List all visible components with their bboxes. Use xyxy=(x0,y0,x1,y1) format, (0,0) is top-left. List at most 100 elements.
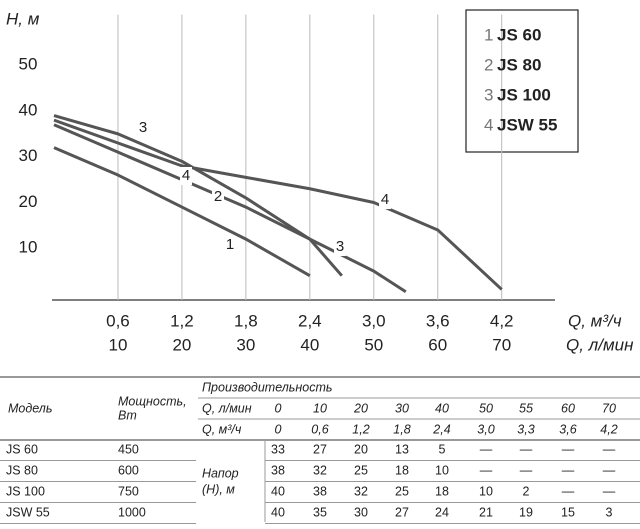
table-cell: 21 xyxy=(479,505,493,519)
table-cell: 750 xyxy=(118,484,139,498)
table-cell: 0,6 xyxy=(311,422,328,436)
table-cell: 2,4 xyxy=(432,422,450,436)
table-cell: 40 xyxy=(271,505,285,519)
curve-label-bg xyxy=(180,167,192,185)
table-cell: 55 xyxy=(519,401,533,415)
y-tick-label: 30 xyxy=(19,146,38,165)
table-cell: 15 xyxy=(561,505,575,519)
table-cell: 18 xyxy=(435,484,449,498)
curve-label: 3 xyxy=(336,238,344,255)
legend-number: 2 xyxy=(484,55,493,74)
table-cell: 3,0 xyxy=(477,422,494,436)
x2-tick-label: 10 xyxy=(108,335,127,354)
curve-label-bg xyxy=(224,236,236,254)
table-cell: — xyxy=(480,463,493,477)
table-cell: 4,2 xyxy=(600,422,617,436)
table-cell: — xyxy=(520,463,533,477)
table-cell: Напор xyxy=(202,466,239,480)
x-axis-label: Q, м³/ч xyxy=(568,311,622,330)
table-cell: 27 xyxy=(395,505,409,519)
x2-tick-label: 50 xyxy=(364,335,383,354)
table-cell: 1,8 xyxy=(393,422,410,436)
legend-label: JS 60 xyxy=(497,25,541,44)
curve-label: 4 xyxy=(381,191,389,208)
table-cell: 3,3 xyxy=(517,422,534,436)
table-cell: 70 xyxy=(602,401,616,415)
curve-label-bg xyxy=(137,119,149,137)
table-cell: 1,2 xyxy=(352,422,369,436)
curve-label-bg xyxy=(334,238,346,256)
table-cell: 27 xyxy=(313,442,327,456)
table-cell: JSW 55 xyxy=(6,505,50,519)
y-tick-label: 50 xyxy=(19,55,38,74)
table-cell: 5 xyxy=(439,442,446,456)
y-tick-label: 20 xyxy=(19,192,38,211)
table-cell: Модель xyxy=(8,401,52,415)
table-cell: (Н), м xyxy=(202,482,235,496)
x-tick-label: 4,2 xyxy=(490,311,514,330)
y-tick-label: 10 xyxy=(19,238,38,257)
table-cell: 10 xyxy=(435,463,449,477)
table-cell: 0 xyxy=(275,422,282,436)
curve-label-bg xyxy=(379,191,391,209)
table-cell: 40 xyxy=(271,484,285,498)
line xyxy=(53,146,311,278)
x2-tick-label: 60 xyxy=(428,335,447,354)
curve-label: 2 xyxy=(214,188,222,205)
x-tick-label: 1,2 xyxy=(170,311,194,330)
curve-label: 3 xyxy=(139,119,147,136)
table-cell: 25 xyxy=(354,463,368,477)
table-cell: 30 xyxy=(354,505,368,519)
table-cell: 3,6 xyxy=(559,422,576,436)
table-cell: Q, м³/ч xyxy=(202,422,242,436)
legend-number: 3 xyxy=(484,85,493,104)
table-cell: — xyxy=(520,442,533,456)
table-cell: 0 xyxy=(275,401,282,415)
x2-tick-label: 20 xyxy=(172,335,191,354)
table-cell: — xyxy=(562,484,575,498)
table-cell: 450 xyxy=(118,442,139,456)
table-cell: 40 xyxy=(435,401,449,415)
legend-number: 4 xyxy=(484,115,493,134)
x-tick-label: 3,6 xyxy=(426,311,450,330)
legend-label: JS 80 xyxy=(497,55,541,74)
table-cell: 10 xyxy=(313,401,327,415)
y-tick-label: 40 xyxy=(19,100,38,119)
table-cell: Вт xyxy=(118,408,137,422)
legend-label: JS 100 xyxy=(497,85,551,104)
table-cell: 20 xyxy=(353,401,368,415)
table-cell: 38 xyxy=(271,463,285,477)
table-cell: Производительность xyxy=(202,380,332,394)
x-tick-label: 1,8 xyxy=(234,311,258,330)
table-cell: 30 xyxy=(395,401,409,415)
legend-box xyxy=(465,9,579,153)
table-cell: — xyxy=(603,484,616,498)
table-cell: 25 xyxy=(395,484,409,498)
table-cell: 1000 xyxy=(118,505,146,519)
line xyxy=(53,118,503,291)
table-cell: 50 xyxy=(479,401,493,415)
legend-label: JSW 55 xyxy=(497,115,557,134)
table-cell: 35 xyxy=(313,505,327,519)
x2-axis-label: Q, л/мин xyxy=(566,335,634,354)
table-cell: 600 xyxy=(118,463,139,477)
table-cell: JS 80 xyxy=(6,463,38,477)
table-cell: 24 xyxy=(435,505,449,519)
curve-label: 1 xyxy=(226,236,234,253)
table-cell: 2 xyxy=(523,484,530,498)
table-cell: 33 xyxy=(271,442,285,456)
table-cell: 32 xyxy=(354,484,368,498)
table-cell: Мощность, xyxy=(118,394,187,408)
x-tick-label: 3,0 xyxy=(362,311,386,330)
table-cell: 32 xyxy=(313,463,327,477)
table-cell: 10 xyxy=(479,484,493,498)
table-cell: — xyxy=(480,442,493,456)
x2-tick-label: 70 xyxy=(492,335,511,354)
curve-label: 4 xyxy=(182,167,190,184)
table-cell: 20 xyxy=(354,442,368,456)
table-cell: 18 xyxy=(395,463,409,477)
table-cell: Q, л/мин xyxy=(202,401,252,415)
table-cell: 3 xyxy=(606,505,613,519)
table-cell: — xyxy=(603,442,616,456)
